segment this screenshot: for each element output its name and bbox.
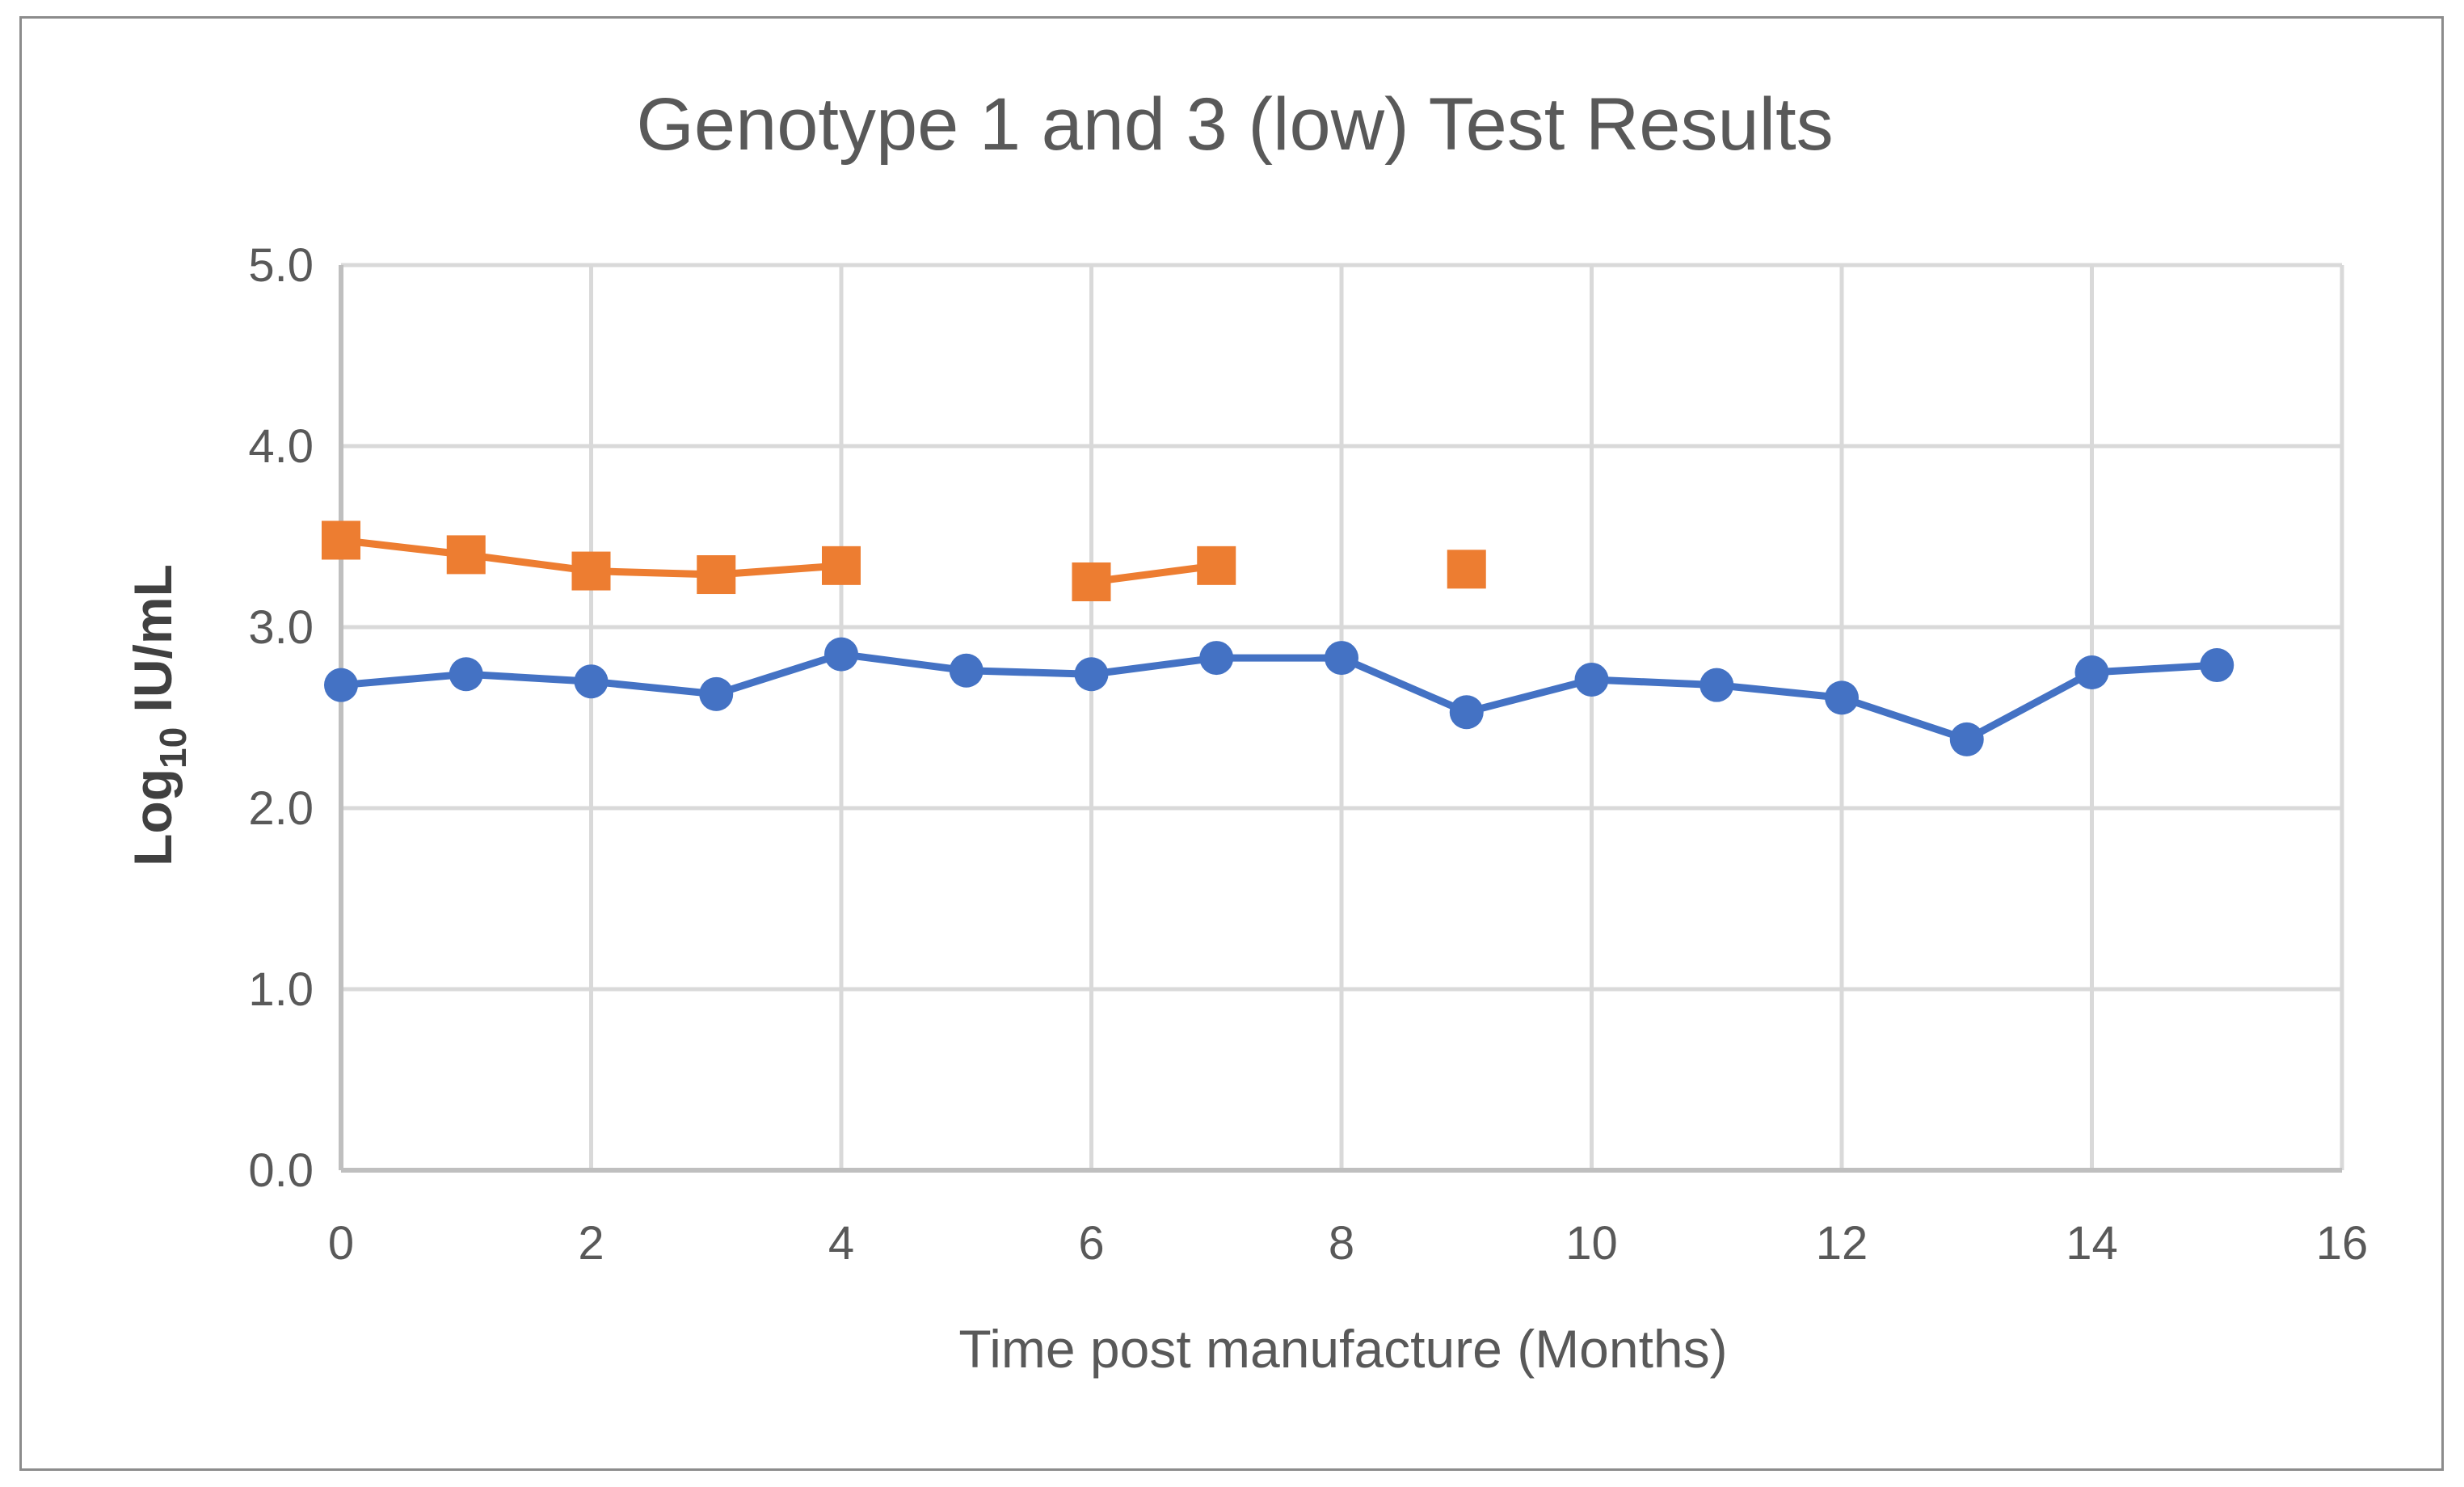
series-1 [324, 637, 2234, 756]
x-tick-label: 4 [828, 1217, 854, 1270]
x-tick-label: 0 [328, 1217, 354, 1270]
chart-frame [19, 16, 2444, 1471]
tick-labels: 0.0 1.0 2.0 3.0 4.0 5.0 0 2 4 6 8 10 12 14 16 [248, 239, 2368, 1270]
y-tick-label: 0.0 [248, 1144, 314, 1197]
x-tick-label: 14 [2066, 1217, 2118, 1270]
data-point [449, 657, 483, 692]
data-point [1449, 695, 1484, 730]
data-point [1325, 641, 1358, 676]
data-point [1447, 550, 1486, 589]
x-tick-label: 10 [1565, 1217, 1618, 1270]
y-tick-label: 1.0 [248, 963, 314, 1016]
y-axis-label-suffix: IU/mL [123, 564, 183, 727]
x-tick-label: 16 [2316, 1217, 2369, 1270]
data-point [2074, 655, 2109, 689]
axes [339, 265, 2342, 1173]
x-tick-label: 12 [1816, 1217, 1868, 1270]
data-point [699, 676, 734, 711]
data-point [574, 664, 609, 699]
data-point [571, 551, 611, 591]
data-point [1199, 641, 1234, 676]
data-point [1700, 668, 1734, 702]
data-point [1072, 562, 1111, 601]
chart-title: Genotype 1 and 3 (low) Test Results [636, 83, 1833, 166]
y-axis-label-prefix: Log [123, 769, 183, 866]
y-axis-label-subscript: 10 [152, 727, 194, 769]
data-point [1197, 546, 1236, 585]
series-line [1088, 562, 1220, 586]
data-point [949, 653, 983, 688]
series-line [337, 651, 2221, 744]
data-point [824, 637, 858, 672]
data-point [324, 668, 358, 702]
y-tick-label: 3.0 [248, 601, 314, 654]
data-series [322, 520, 2234, 756]
x-tick-label: 8 [1329, 1217, 1354, 1270]
y-tick-label: 2.0 [248, 782, 314, 835]
y-tick-label: 4.0 [248, 420, 314, 473]
x-axis-label: Time post manufacture (Months) [958, 1319, 1727, 1379]
data-point [446, 535, 486, 575]
data-point [1825, 680, 1859, 715]
data-point [1074, 657, 1109, 692]
series-2 [322, 520, 1486, 601]
data-point [1574, 662, 1609, 697]
x-tick-label: 2 [578, 1217, 604, 1270]
data-point [822, 546, 861, 585]
y-tick-label: 5.0 [248, 239, 314, 292]
y-axis-label: Log10 IU/mL [123, 564, 194, 866]
data-point [322, 520, 360, 560]
data-point [697, 555, 736, 595]
data-point [2200, 648, 2234, 683]
data-point [1949, 722, 1984, 756]
grid-lines [339, 263, 2344, 1170]
x-tick-label: 6 [1078, 1217, 1104, 1270]
